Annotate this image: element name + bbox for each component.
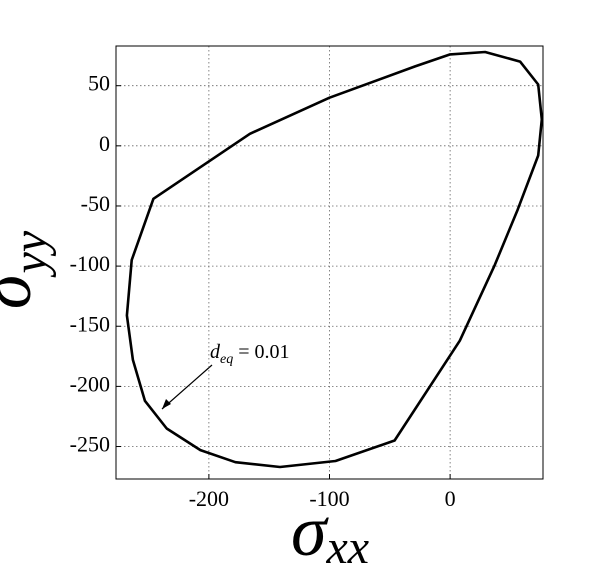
x-tick-label: 0 — [445, 486, 456, 511]
annotation-text: = 0.01 — [238, 341, 289, 363]
y-tick-label: 50 — [88, 71, 110, 96]
annotation-arrow — [161, 364, 213, 410]
x-tick-label: -200 — [189, 486, 229, 511]
x-axis-label: σxx — [291, 491, 369, 567]
y-tick-label: -250 — [70, 432, 110, 457]
annotation-symbol: d — [210, 341, 221, 363]
arrow-head — [162, 399, 171, 409]
plot-frame — [115, 45, 544, 480]
y-axis-label: σyy — [0, 230, 57, 309]
y-tick-label: -100 — [70, 251, 110, 276]
curve — [125, 50, 544, 469]
y-tick-label: -50 — [81, 191, 110, 216]
x-tick-label: -100 — [309, 486, 349, 511]
y-tick-label: -200 — [70, 371, 110, 396]
y-label-subscript: yy — [4, 230, 57, 278]
annotation-subscript: eq — [220, 352, 233, 367]
y-label-symbol: σ — [0, 271, 46, 309]
y-tick-label: -150 — [70, 311, 110, 336]
annotation: deq = 0.01 — [210, 341, 290, 367]
x-label-symbol: σ — [291, 491, 329, 567]
y-tick-label: 0 — [99, 131, 110, 156]
x-label-subscript: xx — [325, 521, 369, 567]
